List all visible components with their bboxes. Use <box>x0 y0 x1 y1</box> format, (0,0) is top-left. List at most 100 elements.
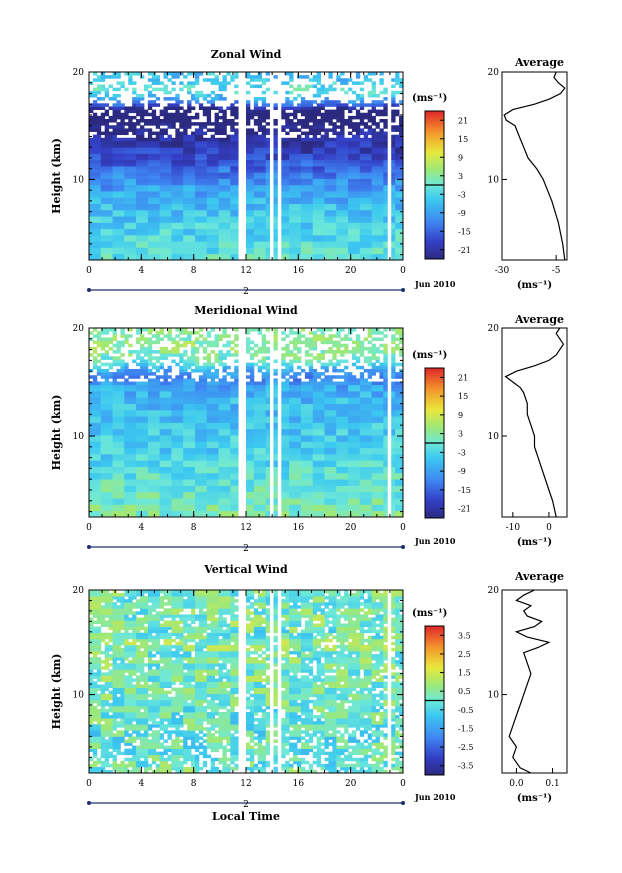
heatmap-cell <box>132 115 137 120</box>
heatmap-cell <box>293 241 298 245</box>
heatmap-cell <box>167 200 172 204</box>
heatmap-cell <box>89 397 94 401</box>
heatmap-cell <box>120 372 125 376</box>
heatmap-cell <box>332 175 337 179</box>
heatmap-cell <box>316 172 321 176</box>
heatmap-cell <box>348 209 353 214</box>
heatmap-cell <box>96 406 102 411</box>
heatmap-cell <box>285 147 290 151</box>
heatmap-cell <box>96 359 102 364</box>
heatmap-cell <box>108 225 113 230</box>
heatmap-cell <box>328 169 333 173</box>
heatmap-cell <box>214 166 219 170</box>
heatmap-cell <box>316 238 321 242</box>
heatmap-cell <box>167 134 172 139</box>
heatmap-cell <box>218 197 223 201</box>
heatmap-cell <box>112 153 117 157</box>
heatmap-cell <box>187 200 192 204</box>
heatmap-cell <box>391 244 396 248</box>
heatmap-cell <box>100 191 106 195</box>
heatmap-cell <box>124 216 129 220</box>
heatmap-cell <box>175 234 180 239</box>
heatmap-cell <box>246 191 251 195</box>
heatmap-cell <box>112 115 117 120</box>
heatmap-cell <box>371 181 376 186</box>
heatmap-cell <box>379 197 384 201</box>
heatmap-cell <box>395 228 400 233</box>
heatmap-cell <box>218 256 223 261</box>
heatmap-cell <box>194 244 200 248</box>
heatmap-cell <box>89 228 94 233</box>
heatmap-cell <box>348 203 353 208</box>
heatmap-cell <box>297 172 302 176</box>
heatmap-cell <box>206 209 212 214</box>
heatmap-cell <box>265 194 270 198</box>
average-y-tick-label: 10 <box>488 175 500 185</box>
heatmap-cell <box>179 100 184 104</box>
heatmap-cell <box>316 234 321 239</box>
heatmap-cell <box>175 131 180 136</box>
heatmap-cell <box>140 334 145 338</box>
heatmap-cell <box>132 431 137 436</box>
heatmap-cell <box>108 419 113 423</box>
heatmap-cell <box>395 156 400 161</box>
heatmap-cell <box>179 125 184 129</box>
heatmap-cell <box>198 162 204 167</box>
heatmap-cell <box>206 109 212 114</box>
heatmap-cell <box>351 231 357 236</box>
heatmap-cell <box>159 365 164 370</box>
heatmap-cell <box>104 444 110 449</box>
heatmap-cell <box>293 228 298 233</box>
heatmap-cell <box>391 156 396 161</box>
heatmap-cell <box>399 184 404 189</box>
heatmap-cell <box>194 203 200 208</box>
heatmap-cell <box>316 169 321 173</box>
heatmap-cell <box>92 454 98 458</box>
heatmap-cell <box>355 178 361 183</box>
heatmap-cell <box>120 353 125 357</box>
heatmap-cell <box>300 119 306 123</box>
heatmap-cell <box>143 256 149 261</box>
heatmap-cell <box>155 365 161 370</box>
heatmap-cell <box>159 153 164 157</box>
heatmap-cell <box>363 203 369 208</box>
heatmap-cell <box>112 209 117 214</box>
heatmap-cell <box>124 435 129 439</box>
heatmap-cell <box>140 391 145 395</box>
heatmap-cell <box>355 206 361 211</box>
heatmap-cell <box>363 200 369 204</box>
heatmap-cell <box>124 413 129 417</box>
heatmap-cell <box>324 178 329 183</box>
heatmap-cell <box>92 447 98 452</box>
heatmap-cell <box>159 397 164 401</box>
heatmap-cell <box>289 166 294 170</box>
heatmap-cell <box>214 112 219 117</box>
heatmap-cell <box>351 225 357 230</box>
heatmap-cell <box>120 501 125 505</box>
heatmap-cell <box>163 197 168 201</box>
heatmap-cell <box>265 244 270 248</box>
heatmap-cell <box>351 222 357 226</box>
heatmap-cell <box>128 510 133 515</box>
heatmap-cell <box>218 122 223 126</box>
heatmap-cell <box>143 328 149 332</box>
heatmap-cell <box>391 181 396 186</box>
heatmap-cell <box>108 441 113 445</box>
heatmap-cell <box>112 400 117 404</box>
heatmap-cell <box>175 112 180 117</box>
heatmap-cell <box>108 501 113 505</box>
heatmap-cell <box>100 482 106 486</box>
heatmap-cell <box>140 75 145 79</box>
heatmap-cell <box>155 147 161 151</box>
heatmap-cell <box>395 144 400 148</box>
heatmap-cell <box>175 247 180 251</box>
heatmap-cell <box>359 181 365 186</box>
heatmap-cell <box>340 119 345 123</box>
heatmap-cell <box>112 150 117 154</box>
heatmap-cell <box>159 441 164 445</box>
heatmap-cell <box>198 200 204 204</box>
heatmap-cell <box>246 100 251 104</box>
heatmap-cell <box>206 156 212 161</box>
heatmap-cell <box>163 169 168 173</box>
heatmap-cell <box>187 140 192 145</box>
